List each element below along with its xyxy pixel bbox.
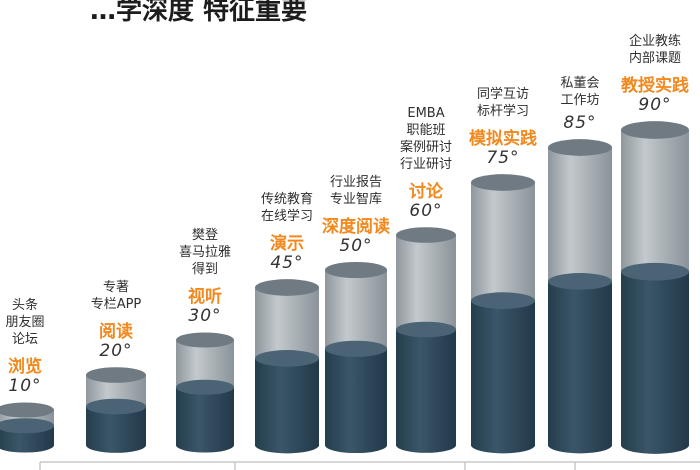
annotation-7-1: 同学互访	[476, 87, 529, 103]
bar-top-8	[548, 139, 612, 156]
bar-3	[176, 332, 235, 453]
bar-inner-top-2	[86, 398, 146, 415]
bar-5	[325, 261, 387, 454]
value-label-3: 30°	[188, 306, 222, 327]
bar-inner-top-6	[396, 321, 456, 338]
bar-inner-8	[548, 281, 612, 454]
annotation-2-1: 专著	[102, 280, 129, 296]
category-label-5: 深度阅读	[322, 216, 390, 237]
annotation-6-2: 职能班	[406, 123, 446, 139]
chart-title-fragment: …学深度 特征重要	[90, 0, 308, 26]
value-label-9: 90°	[638, 95, 672, 116]
value-label-7: 75°	[486, 148, 520, 169]
bar-inner-top-5	[325, 340, 387, 357]
annotation-6-3: 案例研讨	[399, 140, 452, 156]
bar-top-7	[471, 174, 535, 191]
bar-top-6	[396, 227, 456, 243]
bottom-bracket-line	[39, 461, 700, 470]
bar-inner-3	[176, 387, 235, 453]
bar-8	[548, 139, 612, 454]
bar-top-4	[255, 279, 319, 296]
bar-4	[255, 279, 319, 454]
bar-top-1	[0, 402, 54, 418]
value-label-2: 20°	[99, 341, 133, 362]
category-label-1: 浏览	[8, 357, 42, 378]
bar-inner-5	[325, 348, 387, 454]
category-label-9: 教授实践	[621, 76, 689, 97]
value-label-4: 45°	[270, 253, 304, 274]
annotation-3-3: 得到	[191, 262, 218, 278]
bar-2	[86, 367, 146, 453]
annotation-5-2: 专业智库	[329, 191, 382, 207]
annotation-1-3: 论坛	[11, 332, 38, 348]
value-label-1: 10°	[8, 376, 42, 397]
annotation-4-1: 传统教育	[260, 192, 313, 208]
bar-top-5	[325, 261, 387, 279]
value-label-6: 60°	[409, 201, 443, 222]
bar-7	[471, 174, 535, 454]
annotation-1-2: 朋友圈	[5, 315, 45, 331]
annotation-8-2: 工作坊	[560, 93, 600, 109]
bar-9	[621, 121, 689, 454]
bar-inner-top-7	[471, 292, 535, 309]
bar-inner-top-8	[548, 273, 612, 290]
annotation-3-2: 喜马拉雅	[178, 245, 231, 261]
category-label-4: 演示	[270, 234, 304, 255]
annotation-8-1: 私董会	[560, 76, 600, 92]
annotation-3-1: 樊登	[191, 228, 218, 244]
bar-inner-4	[255, 358, 319, 454]
value-label-5: 50°	[339, 235, 373, 256]
category-label-6: 讨论	[409, 182, 443, 203]
annotation-6-1: EMBA	[407, 106, 445, 122]
bar-1	[0, 402, 54, 453]
bar-top-2	[86, 367, 146, 383]
annotation-2-2: 专栏APP	[90, 297, 142, 313]
bar-inner-top-3	[176, 379, 234, 395]
bar-inner-6	[396, 329, 456, 453]
annotation-5-1: 行业报告	[329, 174, 382, 190]
category-label-2: 阅读	[99, 322, 133, 343]
bar-6	[396, 227, 456, 453]
bar-top-9	[621, 121, 689, 139]
annotation-9-2: 内部课题	[628, 51, 681, 67]
annotation-4-2: 在线学习	[260, 209, 313, 225]
annotation-7-2: 标杆学习	[476, 104, 529, 120]
category-label-3: 视听	[188, 287, 222, 308]
bar-inner-top-4	[255, 350, 319, 367]
bar-inner-7	[471, 300, 535, 454]
bar-inner-2	[86, 406, 146, 453]
annotation-1-1: 头条	[11, 298, 38, 314]
annotation-9-1: 企业教练	[628, 34, 681, 50]
bar-inner-9	[621, 271, 689, 454]
annotation-6-4: 行业研讨	[399, 157, 452, 173]
bar-inner-top-1	[0, 418, 54, 434]
bar-top-3	[176, 332, 234, 348]
bar-inner-top-9	[621, 262, 689, 281]
value-label-8: 85°	[563, 113, 597, 134]
category-label-7: 模拟实践	[469, 129, 537, 150]
